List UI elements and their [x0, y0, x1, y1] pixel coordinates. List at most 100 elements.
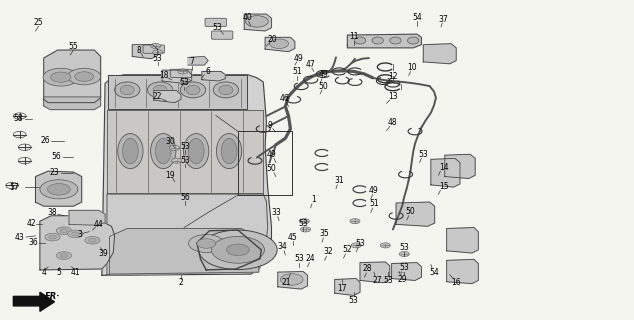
Text: 58: 58: [13, 114, 23, 123]
Text: 41: 41: [70, 268, 80, 277]
Text: 25: 25: [34, 19, 44, 28]
Ellipse shape: [354, 37, 366, 44]
Circle shape: [211, 236, 264, 263]
Text: 9: 9: [267, 121, 272, 130]
Text: 48: 48: [388, 118, 398, 127]
Circle shape: [151, 44, 161, 49]
Polygon shape: [244, 14, 271, 31]
Text: 24: 24: [306, 254, 316, 263]
Text: 53: 53: [153, 53, 162, 62]
Polygon shape: [108, 75, 247, 109]
Text: 45: 45: [288, 233, 298, 242]
Circle shape: [68, 68, 101, 85]
Ellipse shape: [186, 85, 200, 95]
Ellipse shape: [219, 85, 233, 95]
Ellipse shape: [213, 82, 238, 98]
Polygon shape: [392, 263, 422, 280]
Text: 23: 23: [49, 168, 59, 177]
Circle shape: [351, 243, 361, 248]
Text: 12: 12: [388, 72, 398, 81]
FancyBboxPatch shape: [205, 18, 226, 27]
Polygon shape: [13, 292, 55, 311]
Text: 49: 49: [369, 186, 378, 195]
Circle shape: [75, 72, 94, 81]
Ellipse shape: [188, 138, 204, 164]
Text: 54: 54: [412, 13, 422, 22]
Text: 53: 53: [181, 142, 190, 151]
Text: 46: 46: [279, 94, 289, 103]
Text: 20: 20: [268, 35, 278, 44]
Polygon shape: [360, 262, 390, 283]
Text: 10: 10: [407, 63, 417, 72]
Polygon shape: [188, 56, 208, 65]
Ellipse shape: [118, 133, 143, 169]
Circle shape: [43, 68, 79, 86]
Polygon shape: [447, 260, 478, 284]
Circle shape: [170, 145, 179, 150]
Text: 53: 53: [179, 78, 189, 87]
Polygon shape: [154, 91, 181, 103]
Text: 32: 32: [323, 247, 333, 256]
Text: 34: 34: [277, 242, 287, 251]
Text: 57: 57: [10, 183, 20, 192]
Text: 53: 53: [181, 156, 190, 165]
Circle shape: [60, 229, 68, 233]
Text: 30: 30: [165, 137, 175, 146]
Ellipse shape: [151, 133, 176, 169]
Text: 53: 53: [298, 219, 308, 228]
Polygon shape: [424, 44, 456, 64]
Text: FR·: FR·: [45, 292, 60, 301]
Polygon shape: [445, 154, 475, 179]
Text: 37: 37: [439, 15, 448, 24]
Circle shape: [51, 72, 71, 82]
Ellipse shape: [183, 133, 209, 169]
Ellipse shape: [390, 37, 401, 44]
Text: 27: 27: [372, 276, 382, 285]
Text: 11: 11: [349, 32, 358, 41]
Text: 26: 26: [40, 136, 50, 145]
Circle shape: [49, 235, 56, 239]
Circle shape: [396, 270, 406, 275]
Text: 53: 53: [212, 23, 222, 32]
Text: 53: 53: [383, 276, 392, 285]
Polygon shape: [347, 34, 422, 48]
Text: 7: 7: [190, 57, 194, 66]
Text: 38: 38: [48, 208, 58, 217]
Ellipse shape: [122, 138, 138, 164]
Text: 16: 16: [451, 278, 461, 287]
Polygon shape: [202, 71, 225, 81]
Text: 49: 49: [293, 53, 303, 62]
Text: 29: 29: [398, 275, 407, 284]
Text: 53: 53: [399, 243, 409, 252]
Text: 51: 51: [369, 199, 378, 208]
Circle shape: [60, 254, 68, 258]
FancyBboxPatch shape: [143, 45, 165, 53]
Text: 35: 35: [320, 229, 330, 238]
Circle shape: [269, 39, 288, 49]
Text: 36: 36: [29, 238, 39, 247]
Circle shape: [89, 238, 96, 242]
Circle shape: [226, 244, 249, 256]
Text: 53: 53: [418, 150, 428, 159]
Circle shape: [245, 16, 268, 27]
Text: 53: 53: [399, 263, 409, 272]
Text: 4: 4: [41, 268, 46, 277]
Polygon shape: [162, 70, 191, 84]
Text: 55: 55: [68, 42, 79, 52]
Text: 6: 6: [206, 67, 210, 76]
Polygon shape: [278, 271, 307, 289]
Ellipse shape: [221, 138, 237, 164]
Ellipse shape: [148, 82, 172, 98]
Circle shape: [399, 252, 410, 257]
FancyBboxPatch shape: [211, 31, 233, 39]
Polygon shape: [110, 228, 259, 274]
Text: 33: 33: [271, 208, 281, 217]
Text: 53: 53: [294, 254, 304, 263]
Polygon shape: [44, 50, 101, 103]
Text: 44: 44: [94, 220, 103, 229]
Polygon shape: [44, 97, 101, 110]
Text: 14: 14: [439, 163, 448, 172]
Circle shape: [48, 184, 70, 195]
Circle shape: [180, 78, 190, 84]
Text: 21: 21: [282, 278, 292, 287]
